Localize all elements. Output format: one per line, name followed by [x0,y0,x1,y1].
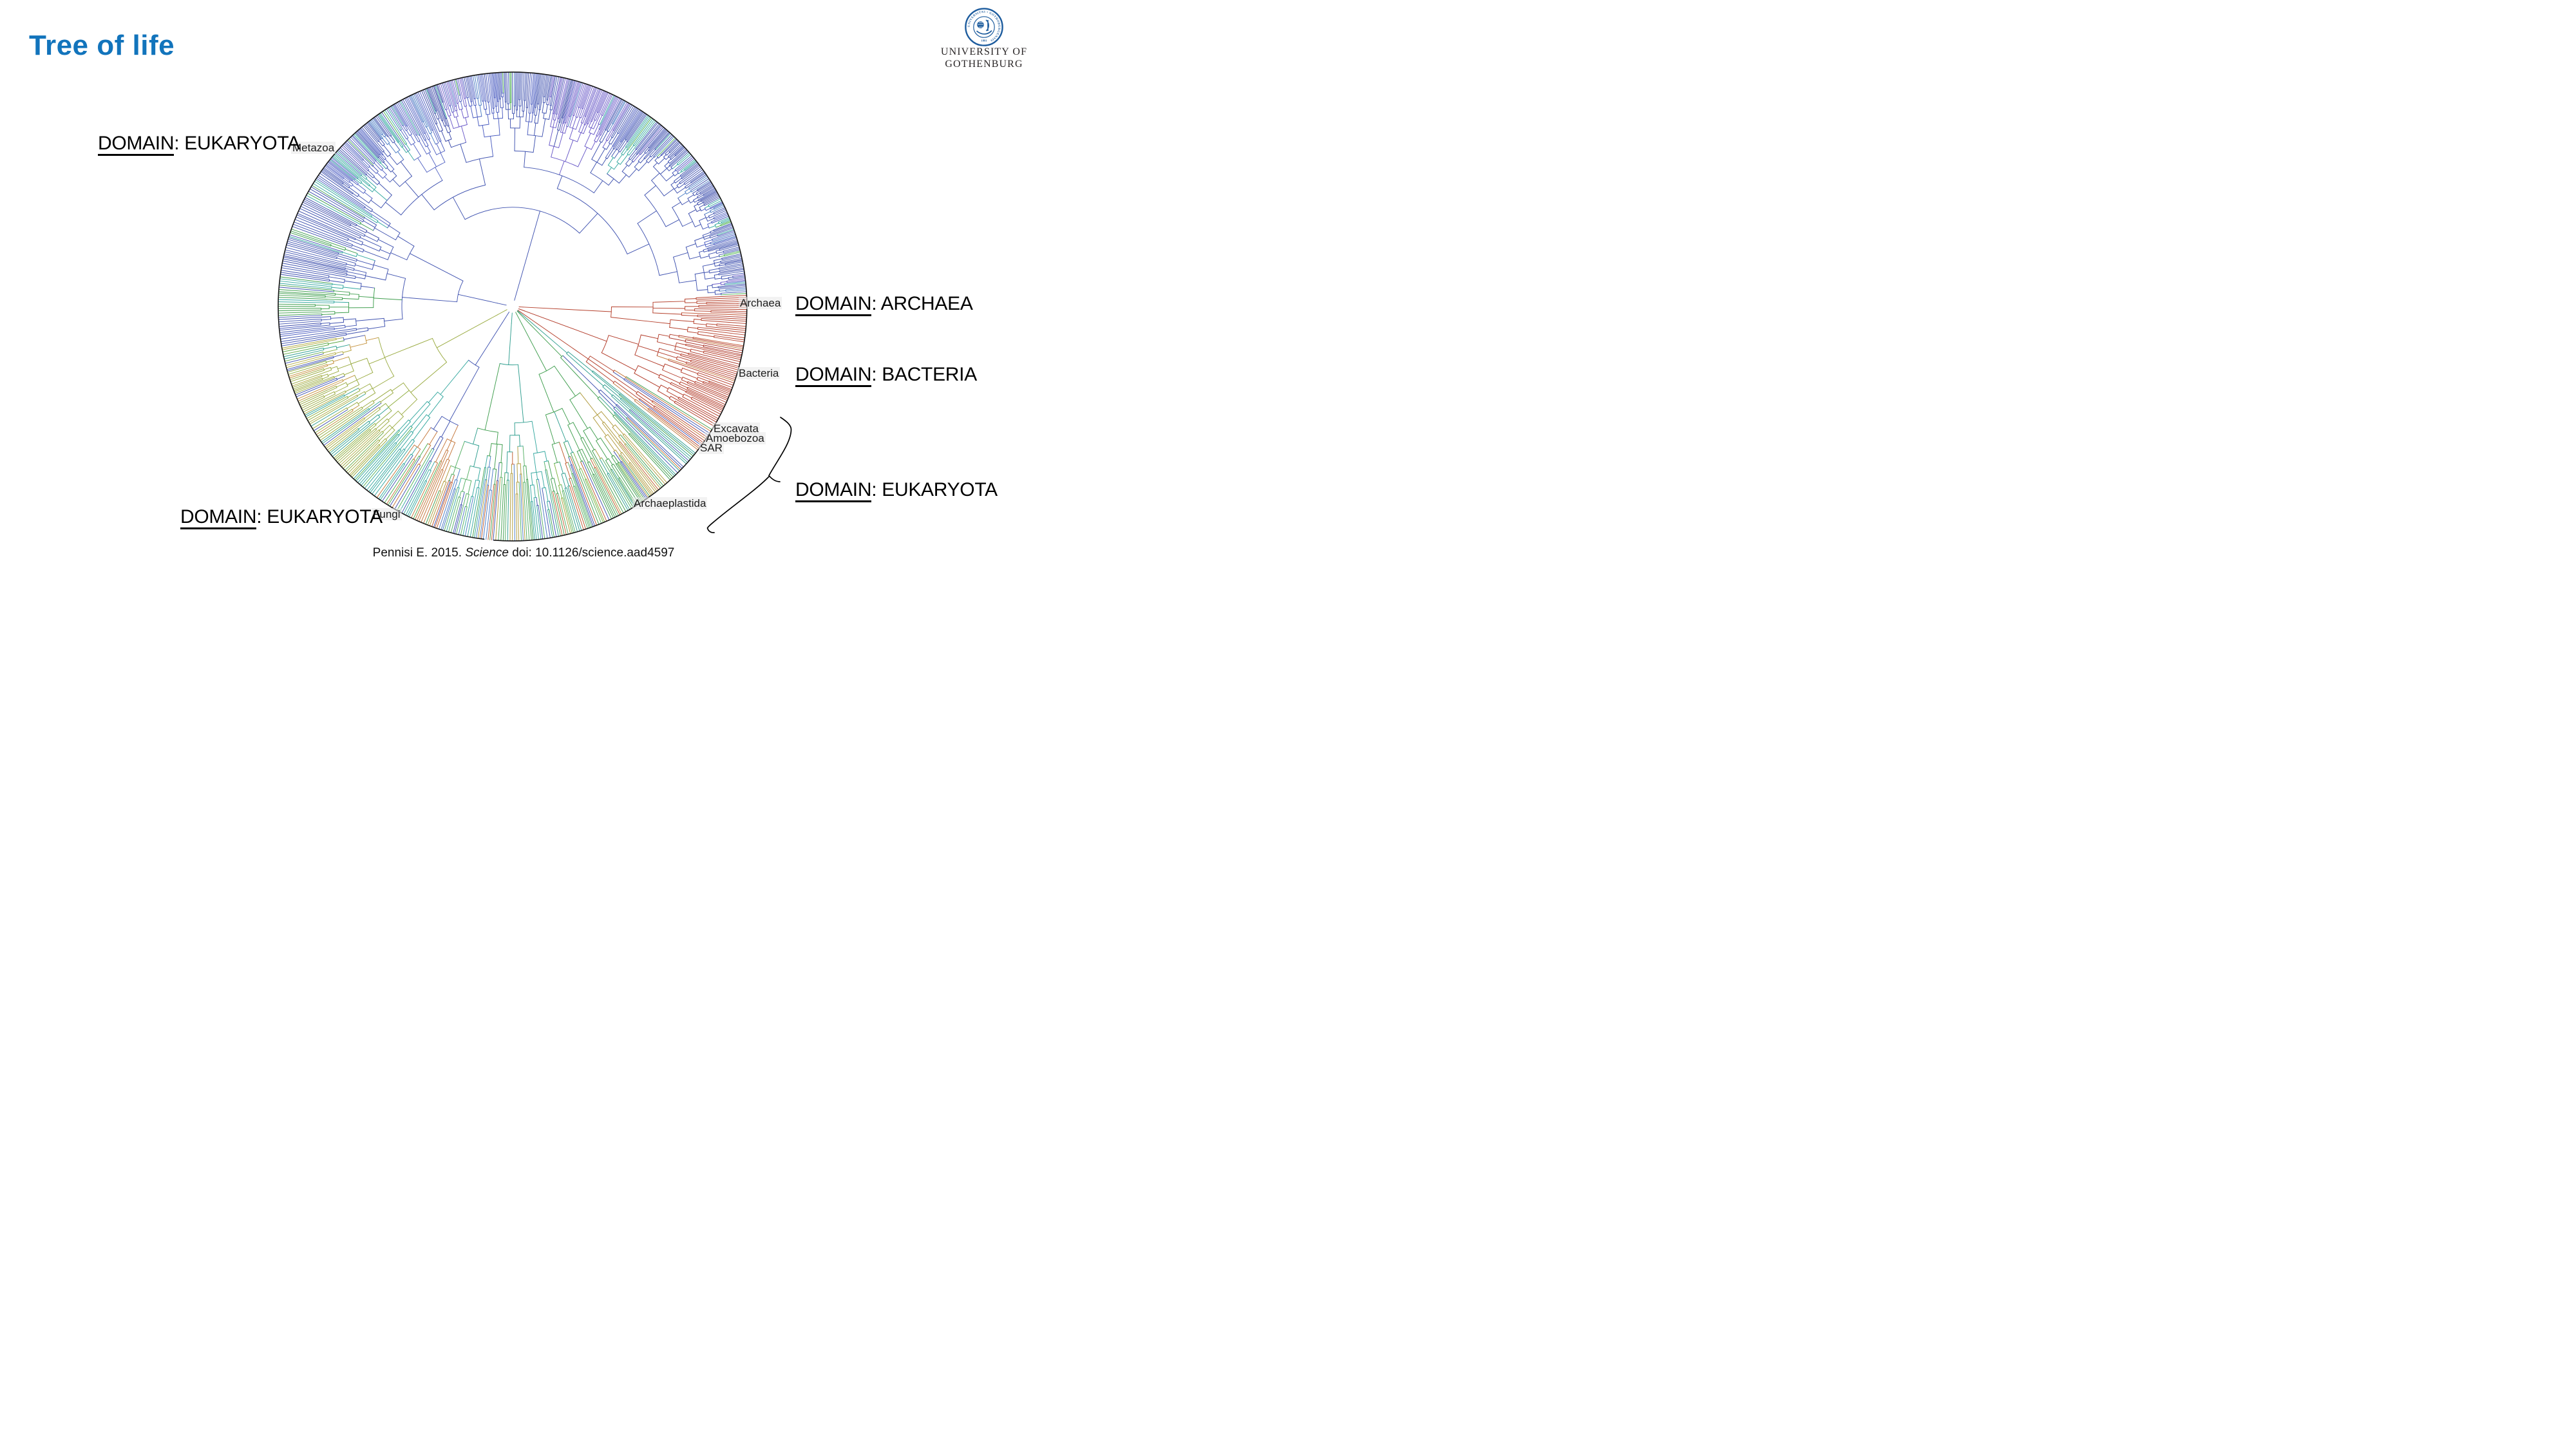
underlined-word: DOMAIN [98,133,175,156]
clade-label-metazoa: Metazoa [291,142,336,154]
clade-label-excavata: Excavata [712,422,760,435]
tree-of-life-figure [278,71,748,542]
gothenburg-seal-icon: UNIVERSITAS • GOTHOBURGENSIS 1891 [965,8,1003,46]
clade-label-fungi: Fungi [372,508,402,520]
university-name-line2: GOTHENBURG [945,58,1023,70]
annotation-rest: : EUKARYOTA [256,506,383,527]
university-name: UNIVERSITY OF GOTHENBURG [910,46,1030,70]
annotation-rest: : BACTERIA [871,364,977,385]
clade-label-archaeplastida: Archaeplastida [632,497,708,509]
domain-annotation-eukaryota-top-left: DOMAIN: EUKARYOTA [98,133,300,156]
citation-journal: Science [465,546,509,560]
annotation-rest: : EUKARYOTA [174,133,300,154]
domain-annotation-archaea: DOMAIN: ARCHAEA [795,293,973,316]
domain-annotation-eukaryota-right: DOMAIN: EUKARYOTA [795,479,998,502]
annotation-rest: : EUKARYOTA [871,479,998,500]
underlined-word: DOMAIN [795,364,872,387]
domain-annotation-bacteria: DOMAIN: BACTERIA [795,364,977,387]
annotation-rest: : ARCHAEA [871,293,973,314]
clade-label-bacteria: Bacteria [737,367,781,379]
citation-doi: doi: 10.1126/science.aad4597 [508,546,675,560]
clade-label-sar: SAR [699,442,724,454]
citation: Pennisi E. 2015. Science doi: 10.1126/sc… [350,546,697,560]
page-title: Tree of life [29,30,175,61]
underlined-word: DOMAIN [795,479,872,502]
university-name-line1: UNIVERSITY OF [940,46,1028,57]
seal-year: 1891 [981,39,987,43]
clade-label-archaea: Archaea [739,297,782,309]
underlined-word: DOMAIN [180,506,257,529]
slide: Tree of life UNIVERSITAS • GOTHOBURGENSI… [0,0,1030,580]
clade-label-amoebozoa: Amoebozoa [705,432,766,444]
underlined-word: DOMAIN [795,293,872,316]
domain-annotation-eukaryota-bottom-left: DOMAIN: EUKARYOTA [180,506,383,529]
eukaryota-grouping-bracket [706,417,792,533]
citation-authors: Pennisi E. 2015. [372,546,466,560]
